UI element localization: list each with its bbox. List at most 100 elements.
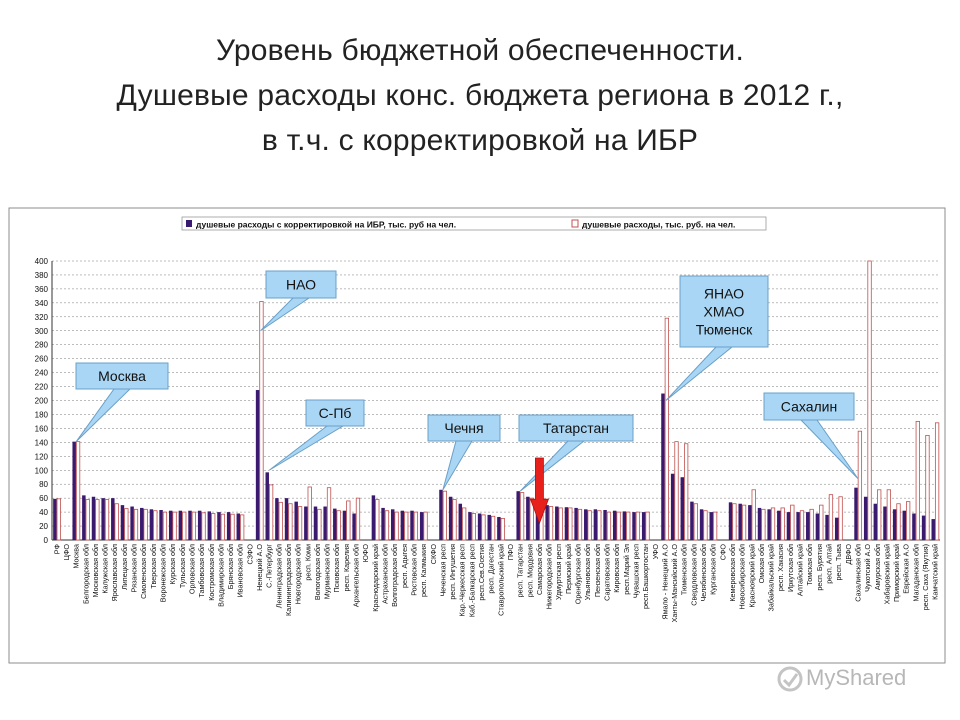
x-tick-label: Свердловская обл bbox=[689, 544, 698, 606]
bar-series-2 bbox=[490, 515, 496, 541]
y-tick-label: 60 bbox=[39, 494, 48, 503]
x-tick-label: респ. Мордовия bbox=[525, 544, 534, 597]
callout-box bbox=[679, 275, 769, 348]
x-tick-label: Ямало - Ненецкий А.О bbox=[660, 544, 669, 620]
callout-label: ХМАО bbox=[704, 304, 745, 320]
bar-series-1 bbox=[632, 512, 636, 540]
bar-series-2 bbox=[616, 511, 621, 541]
callout-label: НАО bbox=[286, 277, 316, 293]
bar-series-1 bbox=[709, 512, 713, 540]
x-tick-label: Кар.-Черкесская респ bbox=[458, 544, 467, 617]
bar-series-2 bbox=[838, 496, 843, 541]
bar-series-2 bbox=[577, 508, 583, 541]
bar-series-1 bbox=[313, 506, 318, 540]
bar-series-1 bbox=[863, 496, 868, 540]
bar-series-2 bbox=[394, 511, 399, 541]
red-arrow-icon bbox=[529, 457, 550, 525]
y-tick-label: 360 bbox=[35, 285, 49, 294]
bar-series-2 bbox=[799, 510, 805, 541]
highlight-arrow bbox=[529, 457, 550, 525]
x-tick-label: Калининградская обл bbox=[284, 544, 293, 616]
x-tick-label: Кемеровская обл bbox=[728, 544, 737, 602]
x-tick-label: С.-Петербург bbox=[265, 544, 274, 588]
bar-series-2 bbox=[114, 503, 119, 541]
bar-series-1 bbox=[236, 513, 241, 540]
x-tick-label: Новосибирская обл bbox=[738, 544, 747, 609]
x-tick-label: респ. Дагестан bbox=[487, 544, 496, 594]
bar-series-2 bbox=[355, 497, 361, 541]
callout: Чечня bbox=[427, 414, 501, 491]
bar-series-2 bbox=[75, 441, 81, 541]
y-tick-label: 260 bbox=[35, 355, 49, 364]
bar-series-2 bbox=[182, 511, 187, 541]
x-tick-label: респ. Татарстан bbox=[516, 544, 525, 597]
bar-series-2 bbox=[220, 513, 225, 541]
bar-series-1 bbox=[526, 496, 530, 540]
x-tick-label: Алтайский край bbox=[796, 544, 805, 596]
x-tick-label: Новгородская обл bbox=[294, 544, 303, 604]
x-tick-label: Ульяновская обл bbox=[583, 544, 592, 600]
bar-series-2 bbox=[568, 507, 573, 541]
x-tick-label: Красноярский край bbox=[747, 544, 756, 608]
x-tick-label: ЦФО bbox=[62, 544, 71, 561]
x-tick-label: Чеченская респ bbox=[438, 544, 447, 597]
bar-series-1 bbox=[902, 510, 907, 540]
bar-series-1 bbox=[497, 516, 501, 540]
x-tick-label: респ. Бурятия bbox=[815, 544, 824, 591]
y-tick-label: 0 bbox=[44, 536, 49, 545]
bar-series-2 bbox=[857, 430, 863, 541]
x-tick-label: Камчатский край bbox=[931, 544, 940, 600]
bar-series-1 bbox=[448, 496, 453, 540]
x-tick-label: Тульская обл bbox=[178, 544, 187, 588]
legend-series-2: душевые расходы, тыс. руб. на чел. bbox=[582, 220, 735, 230]
bar-series-2 bbox=[384, 510, 390, 541]
chart-frame bbox=[8, 207, 946, 664]
bar-series-1 bbox=[159, 510, 163, 540]
bar-series-2 bbox=[404, 511, 409, 541]
bar-series-2 bbox=[297, 506, 303, 541]
legend-series-1: душевые расходы с корректировкой на ИБР,… bbox=[196, 220, 456, 230]
bar-series-1 bbox=[178, 510, 183, 540]
callouts: Москва НАО С-Пб Чечня Татарстан ЯНАО ХМАО Тюмен… bbox=[75, 270, 859, 492]
bar-series-1 bbox=[883, 506, 887, 540]
x-tick-label: Еврейская А.О bbox=[902, 544, 911, 594]
bar-series-1 bbox=[757, 507, 762, 540]
watermark-logo-icon bbox=[777, 666, 803, 692]
bar-series-1 bbox=[728, 502, 733, 540]
bar-series-1 bbox=[284, 498, 289, 540]
bar-series-2 bbox=[471, 513, 476, 541]
x-tick-label: респ. Тыва bbox=[834, 544, 843, 580]
bar-series-1 bbox=[815, 513, 820, 540]
x-tick-label: Архангельская обл bbox=[352, 544, 361, 607]
legend: душевые расходы с корректировкой на ИБР,… bbox=[181, 216, 767, 231]
x-tick-label: Каб.-Балкарская респ bbox=[467, 544, 476, 617]
bar-series-1 bbox=[661, 393, 665, 540]
bar-series-1 bbox=[188, 510, 192, 540]
bar-series-2 bbox=[191, 511, 197, 541]
bar-series-2 bbox=[558, 507, 563, 541]
bar-series-2 bbox=[462, 507, 467, 541]
x-tick-label: респ. Карелия bbox=[342, 544, 351, 592]
bar-series-1 bbox=[458, 503, 463, 540]
x-tick-label: Вологодская обл bbox=[313, 544, 322, 600]
bar-series-1 bbox=[806, 512, 810, 540]
bar-series-2 bbox=[259, 301, 264, 541]
callout-box bbox=[427, 414, 501, 442]
bar-series-1 bbox=[641, 512, 646, 540]
bar-series-1 bbox=[796, 512, 800, 540]
bar-series-2 bbox=[442, 490, 447, 541]
bar-series-2 bbox=[693, 503, 698, 541]
x-tick-label: РФ bbox=[52, 543, 61, 554]
bar-series-2 bbox=[645, 511, 650, 541]
bar-series-1 bbox=[748, 505, 752, 540]
bar-series-1 bbox=[892, 509, 897, 540]
x-tick-label: респ.Башкортостан bbox=[641, 544, 650, 609]
y-tick-label: 240 bbox=[35, 369, 49, 378]
y-tick-label: 180 bbox=[35, 410, 49, 419]
bar-series-1 bbox=[72, 441, 76, 540]
x-axis-labels: РФ ЦФО Москва Белгородская обл Московская об… bbox=[52, 543, 939, 622]
slide-title: Уровень бюджетной обеспеченности. Душевы… bbox=[0, 28, 960, 163]
bar-series-1 bbox=[371, 495, 376, 540]
bar-series-2 bbox=[606, 511, 612, 541]
x-tick-label: Тверская обл bbox=[149, 544, 158, 589]
